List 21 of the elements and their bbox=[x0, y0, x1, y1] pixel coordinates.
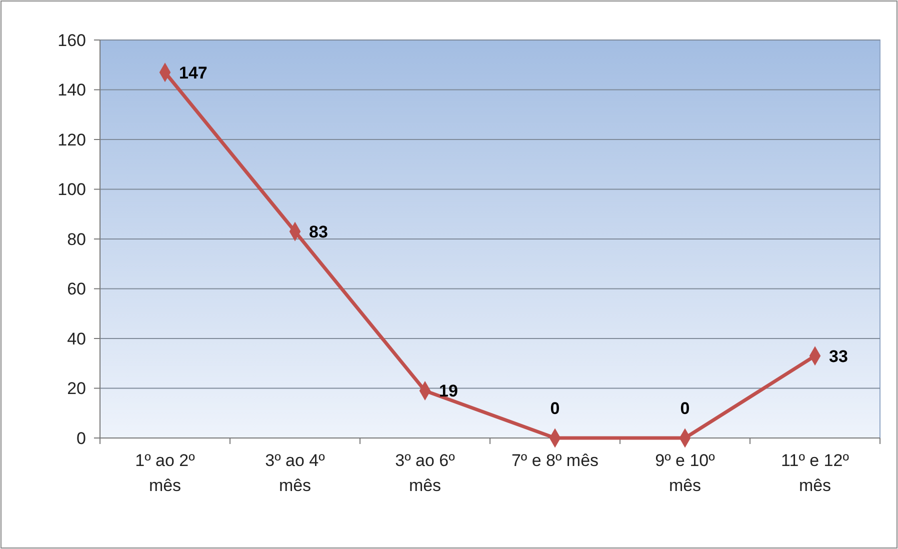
y-tick-label: 120 bbox=[58, 130, 86, 150]
y-tick-label: 80 bbox=[67, 230, 86, 249]
data-label: 0 bbox=[550, 399, 560, 418]
x-tick-label: 3º ao 6º mês bbox=[395, 451, 455, 495]
x-tick-label: 7º e 8º mês bbox=[511, 451, 599, 470]
y-tick-label: 60 bbox=[67, 280, 86, 299]
x-tick-label: 3º ao 4º mês bbox=[265, 451, 325, 495]
y-tick-label: 100 bbox=[58, 180, 86, 200]
data-label: 19 bbox=[439, 382, 458, 401]
y-tick-label: 160 bbox=[58, 30, 86, 50]
data-label: 147 bbox=[179, 63, 208, 82]
y-tick-label: 40 bbox=[67, 329, 86, 348]
x-tick-label: 1º ao 2º mês bbox=[135, 451, 195, 495]
data-label: 83 bbox=[309, 222, 328, 242]
y-tick-label: 0 bbox=[76, 428, 86, 448]
y-tick-label: 140 bbox=[58, 80, 86, 100]
x-tick-label: 9º e 10º mês bbox=[655, 451, 715, 495]
data-label: 0 bbox=[680, 399, 690, 418]
x-tick-label: 11º e 12º mês bbox=[781, 451, 849, 495]
y-tick-label: 20 bbox=[67, 379, 86, 398]
data-label: 33 bbox=[829, 346, 848, 366]
